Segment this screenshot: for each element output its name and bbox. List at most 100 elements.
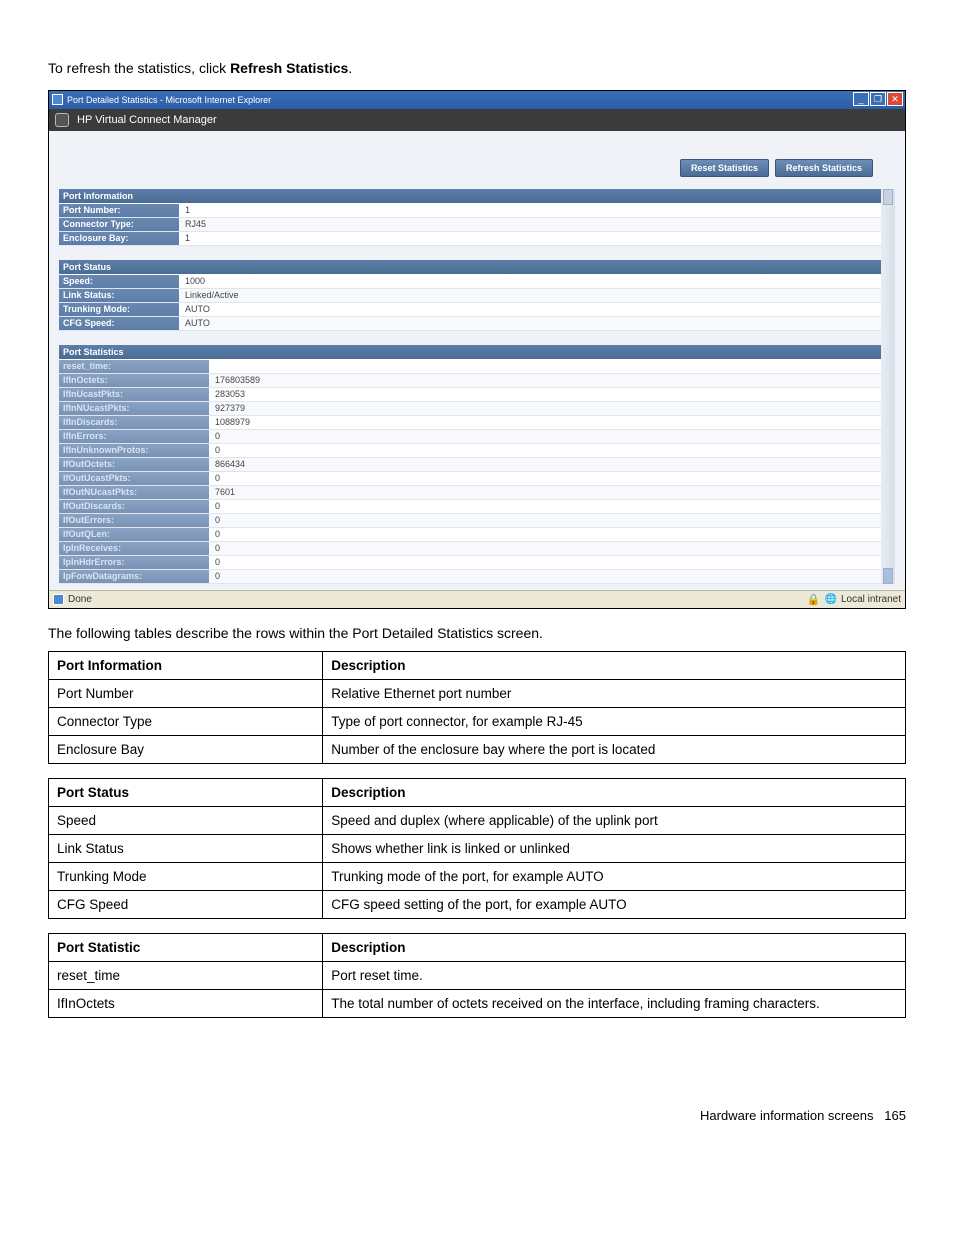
- stat-key: Connector Type:: [59, 218, 179, 231]
- stat-value: [209, 360, 881, 373]
- table-header: Port Statistic: [49, 934, 323, 962]
- table-cell-key: Link Status: [49, 835, 323, 863]
- stat-value: 0: [209, 444, 881, 457]
- table-row: Port NumberRelative Ethernet port number: [49, 680, 906, 708]
- stat-value: 1: [179, 204, 881, 217]
- status-zone: Local intranet: [841, 594, 901, 605]
- stat-value: AUTO: [179, 303, 881, 316]
- maximize-button[interactable]: ❐: [870, 92, 886, 106]
- reset-statistics-button[interactable]: Reset Statistics: [680, 159, 769, 177]
- app-title: HP Virtual Connect Manager: [77, 114, 217, 126]
- stat-value: 1088979: [209, 416, 881, 429]
- stat-key: IfOutNUcastPkts:: [59, 486, 209, 499]
- footer-page: 165: [884, 1108, 906, 1123]
- stat-value: 7601: [209, 486, 881, 499]
- stat-key: IpInHdrErrors:: [59, 556, 209, 569]
- stat-key: Speed:: [59, 275, 179, 288]
- app-titlebar: HP Virtual Connect Manager: [49, 109, 905, 131]
- section-port-info: Port Information: [59, 189, 881, 204]
- table-cell-desc: Number of the enclosure bay where the po…: [323, 736, 906, 764]
- table-cell-key: Enclosure Bay: [49, 736, 323, 764]
- table-cell-key: reset_time: [49, 962, 323, 990]
- status-bar: Done 🔒 🌐 Local intranet: [49, 590, 905, 608]
- stat-key: IfOutOctets:: [59, 458, 209, 471]
- table-cell-desc: Relative Ethernet port number: [323, 680, 906, 708]
- stat-key: IfOutQLen:: [59, 528, 209, 541]
- stat-key: Trunking Mode:: [59, 303, 179, 316]
- table-row: reset_timePort reset time.: [49, 962, 906, 990]
- table-cell-desc: Speed and duplex (where applicable) of t…: [323, 807, 906, 835]
- stat-value: AUTO: [179, 317, 881, 330]
- table-row: CFG SpeedCFG speed setting of the port, …: [49, 891, 906, 919]
- stat-key: IfOutDiscards:: [59, 500, 209, 513]
- footer-label: Hardware information screens: [700, 1108, 873, 1123]
- stat-key: IfInErrors:: [59, 430, 209, 443]
- table-cell-key: Port Number: [49, 680, 323, 708]
- table-row: IfInOctetsThe total number of octets rec…: [49, 990, 906, 1018]
- stat-key: CFG Speed:: [59, 317, 179, 330]
- screenshot-window: Port Detailed Statistics - Microsoft Int…: [48, 90, 906, 609]
- stat-value: Linked/Active: [179, 289, 881, 302]
- stat-value: 1: [179, 232, 881, 245]
- status-done: Done: [68, 594, 92, 605]
- window-titlebar: Port Detailed Statistics - Microsoft Int…: [49, 91, 905, 109]
- section-port-stats: Port Statistics: [59, 345, 881, 360]
- intro-text: To refresh the statistics, click Refresh…: [48, 60, 906, 76]
- app-body: Reset Statistics Refresh Statistics Port…: [49, 131, 905, 590]
- stat-value: 927379: [209, 402, 881, 415]
- stat-key: IfOutUcastPkts:: [59, 472, 209, 485]
- lock-icon: 🔒: [807, 593, 821, 606]
- stat-key: Link Status:: [59, 289, 179, 302]
- stat-value: 0: [209, 556, 881, 569]
- stat-key: IfInUnknownProtos:: [59, 444, 209, 457]
- stat-value: 866434: [209, 458, 881, 471]
- stats-panel: Port Information Port Number:1Connector …: [59, 189, 895, 584]
- intro-prefix: To refresh the statistics, click: [48, 60, 230, 76]
- table-header: Description: [323, 779, 906, 807]
- table-cell-key: Connector Type: [49, 708, 323, 736]
- stat-value: 0: [209, 472, 881, 485]
- stat-value: 0: [209, 570, 881, 583]
- stat-value: 0: [209, 430, 881, 443]
- stat-key: IfInUcastPkts:: [59, 388, 209, 401]
- intro-suffix: .: [348, 60, 352, 76]
- desc-intro: The following tables describe the rows w…: [48, 625, 906, 641]
- stat-key: reset_time:: [59, 360, 209, 373]
- stat-value: 0: [209, 542, 881, 555]
- table-row: SpeedSpeed and duplex (where applicable)…: [49, 807, 906, 835]
- stat-value: 0: [209, 514, 881, 527]
- refresh-statistics-button[interactable]: Refresh Statistics: [775, 159, 873, 177]
- stat-value: 283053: [209, 388, 881, 401]
- section-port-status: Port Status: [59, 260, 881, 275]
- stat-value: 176803589: [209, 374, 881, 387]
- table-header: Port Status: [49, 779, 323, 807]
- stat-key: Enclosure Bay:: [59, 232, 179, 245]
- table-cell-desc: Trunking mode of the port, for example A…: [323, 863, 906, 891]
- globe-icon: 🌐: [825, 594, 837, 605]
- stat-value: 0: [209, 528, 881, 541]
- table-header: Description: [323, 652, 906, 680]
- table-port-statistic: Port Statistic Description reset_timePor…: [48, 933, 906, 1018]
- minimize-button[interactable]: _: [853, 92, 869, 106]
- stat-value: RJ45: [179, 218, 881, 231]
- page-footer: Hardware information screens 165: [48, 1108, 906, 1123]
- stat-key: IfInOctets:: [59, 374, 209, 387]
- table-cell-desc: Shows whether link is linked or unlinked: [323, 835, 906, 863]
- done-icon: [53, 594, 64, 605]
- table-header: Port Information: [49, 652, 323, 680]
- table-row: Connector TypeType of port connector, fo…: [49, 708, 906, 736]
- table-row: Trunking ModeTrunking mode of the port, …: [49, 863, 906, 891]
- stat-key: IfInNUcastPkts:: [59, 402, 209, 415]
- stat-value: 0: [209, 500, 881, 513]
- stat-key: IpForwDatagrams:: [59, 570, 209, 583]
- close-button[interactable]: ✕: [887, 92, 903, 106]
- table-cell-key: Speed: [49, 807, 323, 835]
- stat-key: IfOutErrors:: [59, 514, 209, 527]
- hp-icon: [55, 113, 69, 127]
- table-row: Enclosure BayNumber of the enclosure bay…: [49, 736, 906, 764]
- table-port-information: Port Information Description Port Number…: [48, 651, 906, 764]
- stat-value: 1000: [179, 275, 881, 288]
- ie-icon: [52, 94, 63, 105]
- scrollbar[interactable]: [881, 189, 895, 584]
- table-cell-desc: Port reset time.: [323, 962, 906, 990]
